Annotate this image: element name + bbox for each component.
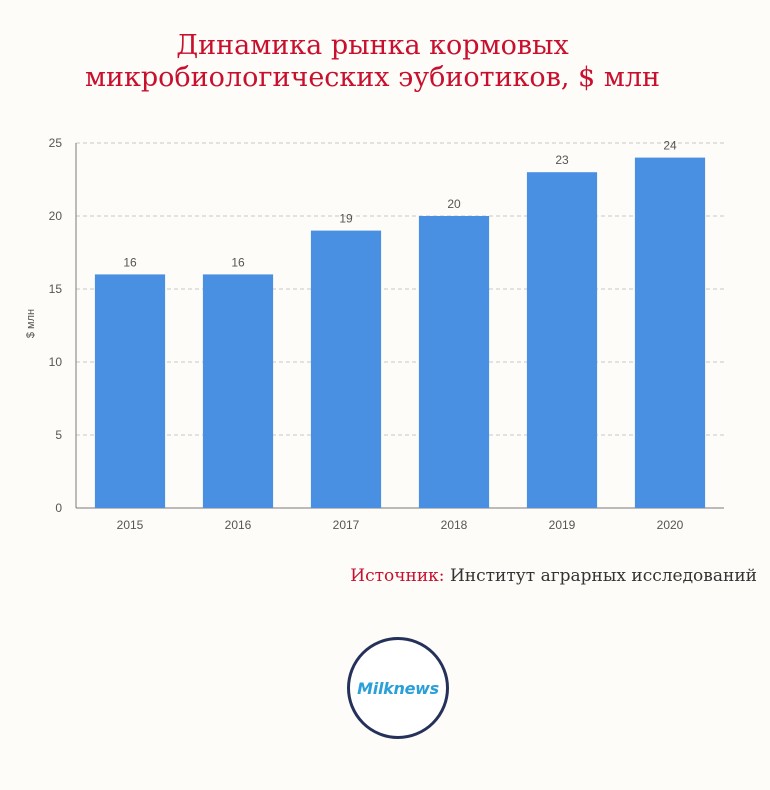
y-axis-title: $ млн: [25, 309, 37, 338]
x-tick-label-2016: 2016: [225, 518, 252, 532]
data-label-2015: 16: [123, 255, 137, 269]
chart-title-line-2: микробиологических эубиотиков, $ млн: [85, 62, 660, 93]
bar-2017: [310, 230, 382, 508]
chart-title-line-1: Динамика рынка кормовых: [176, 30, 569, 61]
data-label-2018: 20: [447, 197, 461, 211]
x-tick-label-2017: 2017: [333, 518, 360, 532]
data-label-2019: 23: [555, 153, 569, 167]
bar-2018: [418, 216, 490, 508]
bar-2016: [202, 274, 274, 508]
data-label-2017: 19: [339, 212, 353, 226]
data-label-2020: 24: [663, 139, 677, 153]
y-tick-label-10: 10: [49, 355, 63, 369]
milknews-logo: Milknews: [347, 637, 449, 739]
source-label: Источник:: [350, 566, 445, 586]
x-tick-label-2018: 2018: [441, 518, 468, 532]
source-note: Источник: Институт аграрных исследований: [0, 566, 757, 586]
y-tick-label-0: 0: [55, 501, 62, 515]
bar-chart: 0 5 10 15 20 25 $ млн 16 2015 16 2016 19 2017 20 2018 2…: [25, 136, 724, 532]
bar-2015: [94, 274, 166, 508]
chart-title: Динамика рынка кормовых микробиологическ…: [0, 30, 745, 94]
y-tick-label-15: 15: [49, 282, 63, 296]
bar-2020: [634, 157, 706, 508]
x-tick-label-2019: 2019: [549, 518, 576, 532]
bar-2019: [526, 172, 598, 508]
data-label-2016: 16: [231, 255, 245, 269]
x-tick-label-2015: 2015: [117, 518, 144, 532]
y-tick-label-25: 25: [49, 136, 63, 150]
source-value: Институт аграрных исследований: [449, 566, 757, 586]
y-tick-label-5: 5: [55, 428, 62, 442]
y-tick-label-20: 20: [49, 209, 63, 223]
x-tick-label-2020: 2020: [657, 518, 684, 532]
logo-text: Milknews: [357, 678, 439, 698]
